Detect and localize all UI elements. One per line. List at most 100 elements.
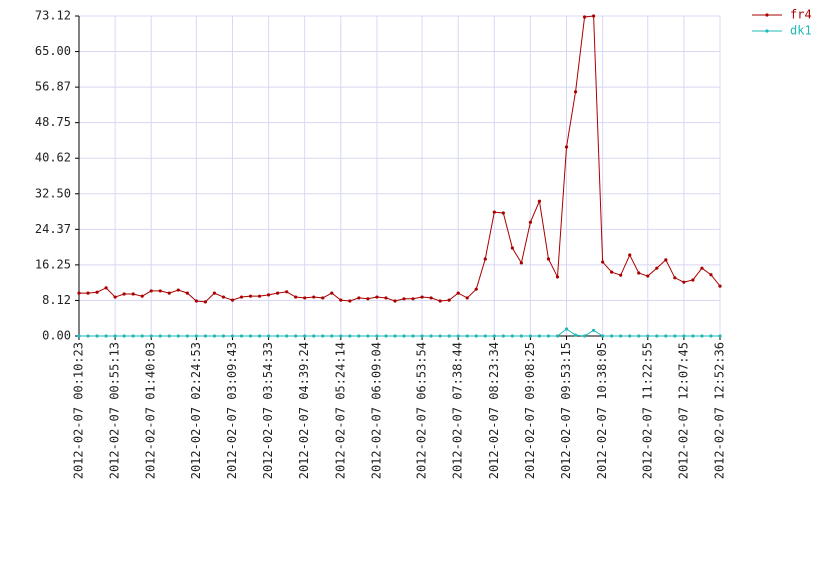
data-point bbox=[176, 334, 180, 338]
data-point bbox=[366, 334, 370, 338]
data-point bbox=[519, 261, 523, 265]
data-point bbox=[375, 334, 379, 338]
data-point bbox=[366, 297, 370, 301]
data-point bbox=[294, 334, 298, 338]
data-point bbox=[330, 291, 334, 295]
data-point bbox=[456, 291, 460, 295]
series-line bbox=[79, 15, 721, 303]
data-point bbox=[447, 334, 451, 338]
data-point bbox=[429, 334, 433, 338]
data-point bbox=[546, 257, 551, 261]
data-point bbox=[438, 334, 442, 338]
data-point bbox=[420, 295, 424, 299]
data-point bbox=[628, 334, 632, 338]
data-point bbox=[592, 328, 596, 332]
x-tick-label: 2012-02-07 05:24:14 bbox=[333, 342, 347, 479]
data-point bbox=[167, 334, 171, 338]
data-point bbox=[691, 334, 695, 338]
data-point bbox=[718, 334, 722, 338]
data-point bbox=[528, 220, 533, 224]
data-point bbox=[248, 334, 253, 338]
data-point bbox=[411, 334, 415, 338]
data-point bbox=[230, 334, 235, 338]
data-point bbox=[140, 294, 144, 298]
y-tick-label: 32.50 bbox=[35, 186, 71, 200]
data-point bbox=[564, 145, 569, 149]
data-point bbox=[637, 271, 641, 275]
data-point bbox=[95, 290, 99, 294]
data-point bbox=[691, 278, 695, 282]
data-point bbox=[104, 334, 108, 338]
data-point bbox=[465, 334, 469, 338]
data-point bbox=[312, 334, 316, 338]
data-point bbox=[474, 287, 478, 291]
y-tick-label: 40.62 bbox=[35, 151, 71, 165]
data-point bbox=[492, 334, 496, 338]
data-point bbox=[601, 334, 605, 338]
data-point bbox=[95, 334, 99, 338]
x-tick-label: 2012-02-07 10:38:05 bbox=[595, 342, 609, 479]
x-tick-label: 2012-02-07 09:08:25 bbox=[523, 342, 537, 479]
data-point bbox=[582, 15, 587, 19]
data-point bbox=[167, 291, 171, 295]
data-point bbox=[140, 334, 144, 338]
data-point bbox=[357, 296, 361, 300]
data-point bbox=[221, 295, 226, 299]
data-point bbox=[330, 334, 334, 338]
y-tick-label: 65.00 bbox=[35, 44, 71, 58]
data-point bbox=[131, 334, 135, 338]
data-point bbox=[700, 334, 704, 338]
data-point bbox=[185, 291, 189, 295]
data-point bbox=[447, 298, 451, 302]
data-point bbox=[266, 334, 271, 338]
data-point bbox=[510, 334, 514, 338]
x-tick-label: 2012-02-07 00:10:23 bbox=[72, 342, 86, 479]
data-point bbox=[655, 334, 659, 338]
data-point bbox=[537, 334, 542, 338]
data-point bbox=[483, 334, 487, 338]
data-point bbox=[646, 274, 650, 278]
data-point bbox=[339, 298, 343, 302]
data-point bbox=[86, 291, 90, 295]
data-point bbox=[230, 298, 235, 302]
data-point bbox=[393, 299, 397, 303]
data-point bbox=[682, 280, 686, 284]
data-point bbox=[285, 290, 289, 294]
x-tick-label: 2012-02-07 11:22:55 bbox=[640, 342, 654, 479]
y-tick-label: 48.75 bbox=[35, 115, 71, 129]
y-tick-label: 73.12 bbox=[35, 9, 71, 23]
data-point bbox=[438, 299, 442, 303]
data-point bbox=[655, 266, 659, 270]
data-point bbox=[709, 334, 713, 338]
data-point bbox=[582, 334, 587, 338]
data-point bbox=[149, 334, 153, 338]
x-tick-label: 2012-02-07 07:38:44 bbox=[451, 342, 465, 479]
x-tick-label: 2012-02-07 06:53:54 bbox=[415, 342, 429, 479]
data-point bbox=[619, 273, 623, 277]
data-point bbox=[673, 276, 677, 280]
data-point bbox=[194, 334, 198, 338]
data-point bbox=[501, 334, 505, 338]
data-point bbox=[637, 334, 641, 338]
data-point bbox=[158, 334, 162, 338]
data-point bbox=[203, 334, 207, 338]
data-point bbox=[257, 294, 262, 298]
data-point bbox=[266, 293, 271, 297]
data-point bbox=[303, 296, 307, 300]
legend-label: fr4 bbox=[790, 8, 812, 22]
x-tick-label: 2012-02-07 12:07:45 bbox=[676, 342, 690, 479]
x-tick-label: 2012-02-07 08:23:34 bbox=[487, 342, 501, 479]
data-point bbox=[510, 246, 514, 250]
data-point bbox=[257, 334, 262, 338]
data-point bbox=[492, 210, 496, 214]
data-point bbox=[303, 334, 307, 338]
data-point bbox=[564, 327, 569, 331]
data-point bbox=[420, 334, 424, 338]
data-point bbox=[673, 334, 677, 338]
data-point bbox=[384, 334, 388, 338]
data-point bbox=[646, 334, 650, 338]
data-point bbox=[628, 253, 632, 257]
data-point bbox=[104, 286, 108, 290]
data-point bbox=[718, 284, 722, 288]
data-point bbox=[375, 295, 379, 299]
